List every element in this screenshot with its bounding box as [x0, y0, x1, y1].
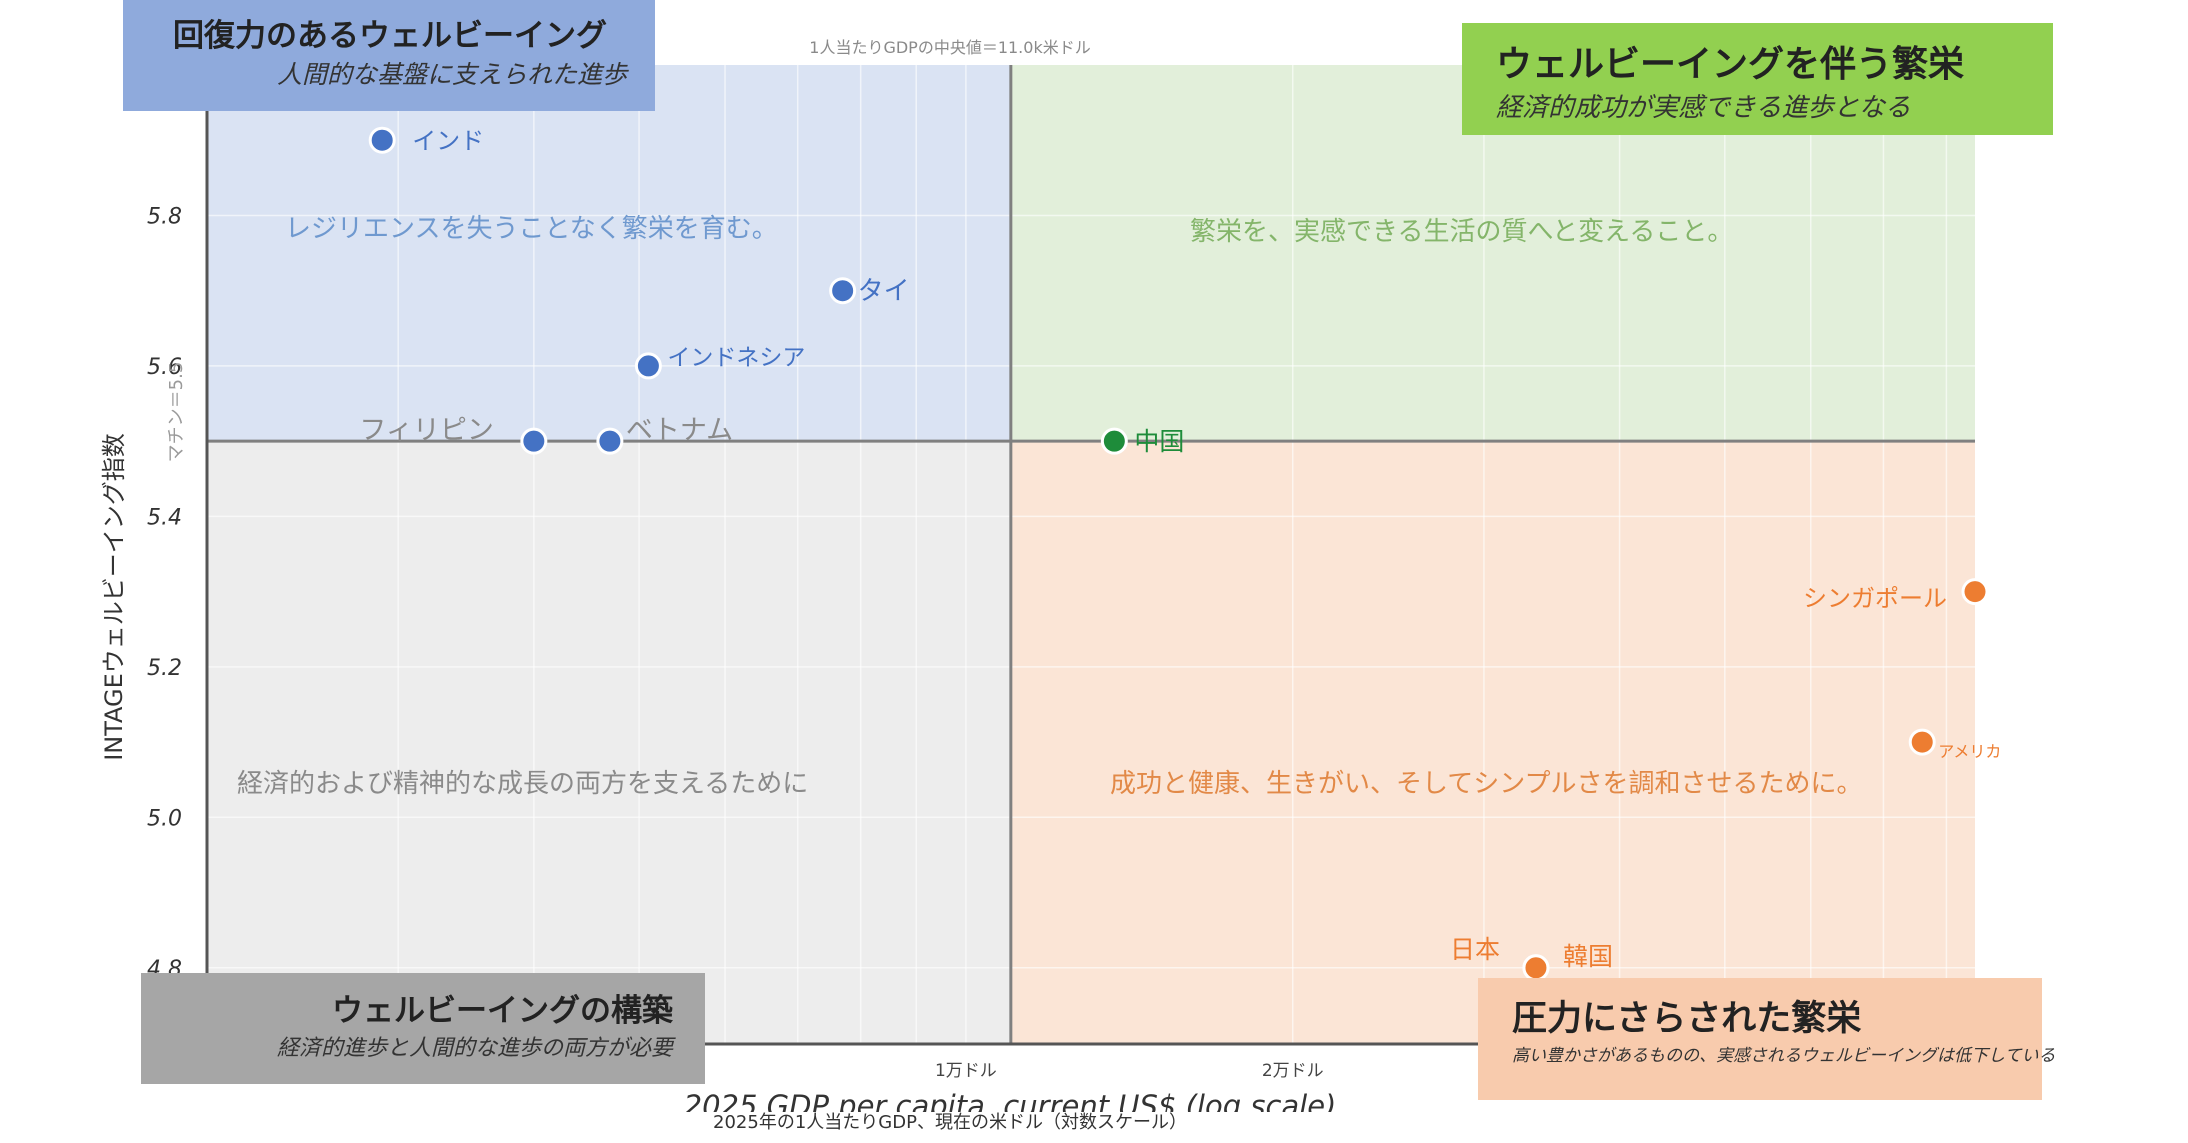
median-lines: [207, 65, 1975, 1043]
x-axis-note: 2025年の1人当たりGDP、現在の米ドル（対数スケール）: [713, 1112, 1187, 1133]
y-tick-label: 5.2: [147, 656, 182, 681]
y-axis-label: INTAGEウェルビーイング指数: [100, 433, 128, 761]
quadrant-note-top-left: レジリエンスを失うことなく繁栄を育む。: [285, 214, 778, 244]
quadrant-title-resilient: 回復力のあるウェルビーイング: [173, 18, 607, 54]
quadrant-box-building: ウェルビーイングの構築 経済的進歩と人間的な進歩の両方が必要: [141, 973, 705, 1084]
data-point-label: 中国: [1134, 427, 1184, 456]
y-tick-label: 5.8: [147, 204, 182, 229]
quadrant-note-top-right: 繁栄を、実感できる生活の質へと変えること。: [1190, 217, 1733, 247]
quadrant-box-resilient: 回復力のあるウェルビーイング 人間的な基盤に支えられた進歩: [123, 0, 655, 111]
data-point: [520, 427, 548, 455]
quadrant-backgrounds: [207, 65, 1975, 1044]
median-wellbeing-label: マチン＝5.5: [166, 362, 187, 463]
quadrant-title-building: ウェルビーイングの構築: [332, 993, 673, 1029]
data-point: [829, 277, 857, 305]
data-point-label: 日本: [1450, 935, 1500, 964]
data-point-label: インド: [412, 127, 484, 155]
quadrant-notes: レジリエンスを失うことなく繁栄を育む。 繁栄を、実感できる生活の質へと変えること。…: [237, 214, 1862, 799]
data-point: [1100, 427, 1128, 455]
data-point: [634, 352, 662, 380]
data-point-label: フィリピン: [359, 415, 493, 446]
data-point-label: シンガポール: [1803, 585, 1947, 613]
data-point-label: アメリカ: [1938, 742, 2001, 761]
quadrant-top-left: [207, 65, 1011, 442]
quadrant-note-bottom-left: 経済的および精神的な成長の両方を支えるために: [237, 769, 808, 799]
quadrant-title-prosperity: ウェルビーイングを伴う繁栄: [1496, 44, 1965, 85]
quadrant-bottom-right: [1010, 441, 1975, 1044]
data-point: [1908, 728, 1936, 756]
y-tick-label: 5.0: [147, 806, 182, 831]
y-tick-label: 5.4: [147, 505, 182, 530]
quadrant-note-bottom-right: 成功と健康、生きがい、そしてシンプルさを調和させるために。: [1110, 769, 1862, 799]
quadrant-bottom-left: [207, 441, 1011, 1044]
data-point: [1961, 578, 1989, 606]
data-point-label: インドネシア: [667, 345, 805, 371]
data-point-label: 韓国: [1563, 942, 1613, 971]
data-point-label: ベトナム: [626, 415, 733, 446]
data-point-label: タイ: [858, 277, 910, 307]
data-point: [368, 126, 396, 154]
quadrant-subtitle-building: 経済的進歩と人間的な進歩の両方が必要: [276, 1036, 673, 1061]
quadrant-box-prosperity: ウェルビーイングを伴う繁栄 経済的成功が実感できる進歩となる: [1462, 23, 2053, 135]
data-point: [1522, 954, 1550, 982]
quadrant-subtitle-resilient: 人間的な基盤に支えられた進歩: [276, 60, 627, 89]
data-point: [596, 427, 624, 455]
y-tick-label: 5.6: [147, 355, 182, 380]
quadrant-title-pressure: 圧力にさらされた繁栄: [1512, 999, 1862, 1039]
gridlines: [207, 65, 1975, 1043]
quadrant-subtitle-pressure: 高い豊かさがあるものの、実感されるウェルビーイングは低下している: [1512, 1046, 2056, 1066]
median-gdp-label: 1人当たりGDPの中央値＝11.0k米ドル: [809, 38, 1090, 57]
quadrant-subtitle-prosperity: 経済的成功が実感できる進歩となる: [1496, 93, 1911, 123]
quadrant-box-pressure: 圧力にさらされた繁栄 高い豊かさがあるものの、実感されるウェルビーイングは低下し…: [1478, 978, 2056, 1100]
x-tick-label: 2万ドル: [1262, 1061, 1324, 1081]
x-tick-label: 1万ドル: [935, 1061, 997, 1081]
